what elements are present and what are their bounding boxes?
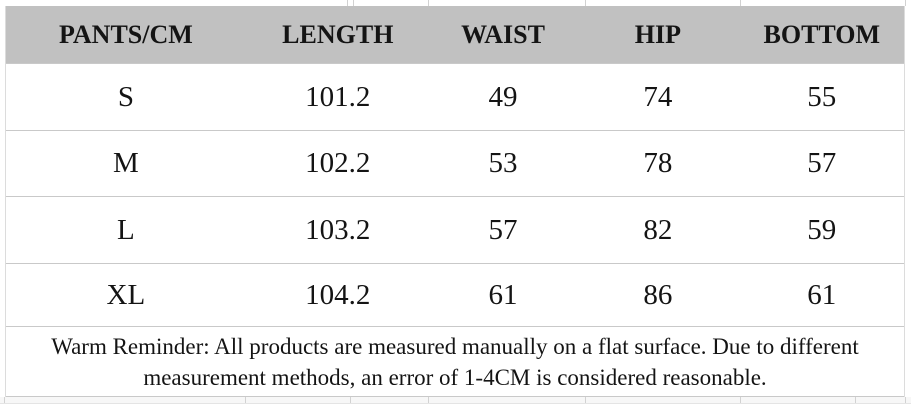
sheet-gridline-strip-bottom xyxy=(0,397,911,404)
gridline-tick xyxy=(350,397,351,403)
gridline-tick xyxy=(347,0,348,6)
bottom-value: 61 xyxy=(807,278,837,311)
gridline-tick xyxy=(245,397,246,403)
header-cell-hip: HIP xyxy=(634,19,682,49)
gridline-tick xyxy=(905,397,906,403)
header-cell-length: LENGTH xyxy=(282,19,394,49)
size-label: L xyxy=(117,213,135,246)
table-row-xl: XL 104.2 61 86 61 xyxy=(6,264,904,327)
length-value: 102.2 xyxy=(305,147,371,179)
gridline-tick xyxy=(855,397,856,403)
waist-value: 61 xyxy=(488,278,518,311)
table-row-m: M 102.2 53 78 57 xyxy=(6,131,904,197)
waist-value: 57 xyxy=(488,213,518,246)
gridline-tick xyxy=(585,397,586,403)
table-header-row: PANTS/CM LENGTH WAIST HIP BOTTOM xyxy=(6,6,904,64)
hip-value: 78 xyxy=(643,147,673,179)
size-label: M xyxy=(112,147,139,179)
length-value: 104.2 xyxy=(305,278,371,311)
reminder-note: Warm Reminder: All products are measured… xyxy=(6,327,904,397)
gridline-tick xyxy=(428,397,429,403)
table-row-l: L 103.2 57 82 59 xyxy=(6,197,904,264)
bottom-value: 59 xyxy=(807,213,837,246)
size-label: S xyxy=(117,80,134,113)
reminder-line-1: Warm Reminder: All products are measured… xyxy=(51,333,859,359)
gridline-tick xyxy=(740,0,741,6)
gridline-tick xyxy=(428,0,429,6)
sheet-gridline-strip-top xyxy=(0,0,911,6)
gridline-tick xyxy=(4,397,5,403)
gridline-tick xyxy=(905,0,906,6)
hip-value: 82 xyxy=(643,213,673,246)
size-label: XL xyxy=(106,278,146,311)
waist-value: 53 xyxy=(488,147,518,179)
gridline-tick xyxy=(740,397,741,403)
bottom-value: 57 xyxy=(807,147,837,179)
reminder-line-2: measurement methods, an error of 1-4CM i… xyxy=(143,364,767,390)
header-cell-bottom: BOTTOM xyxy=(763,19,881,49)
table-row-s: S 101.2 49 74 55 xyxy=(6,64,904,131)
waist-value: 49 xyxy=(488,80,518,113)
gridline-tick xyxy=(353,0,354,6)
hip-value: 86 xyxy=(643,278,673,311)
gridline-tick xyxy=(585,0,586,6)
hip-value: 74 xyxy=(643,80,673,113)
header-cell-pants-cm: PANTS/CM xyxy=(58,19,193,49)
length-value: 101.2 xyxy=(305,80,371,113)
bottom-value: 55 xyxy=(807,80,837,113)
header-cell-waist: WAIST xyxy=(461,19,545,49)
size-chart-table: PANTS/CM LENGTH WAIST HIP BOTTOM S 101.2… xyxy=(5,6,905,397)
length-value: 103.2 xyxy=(305,213,371,246)
